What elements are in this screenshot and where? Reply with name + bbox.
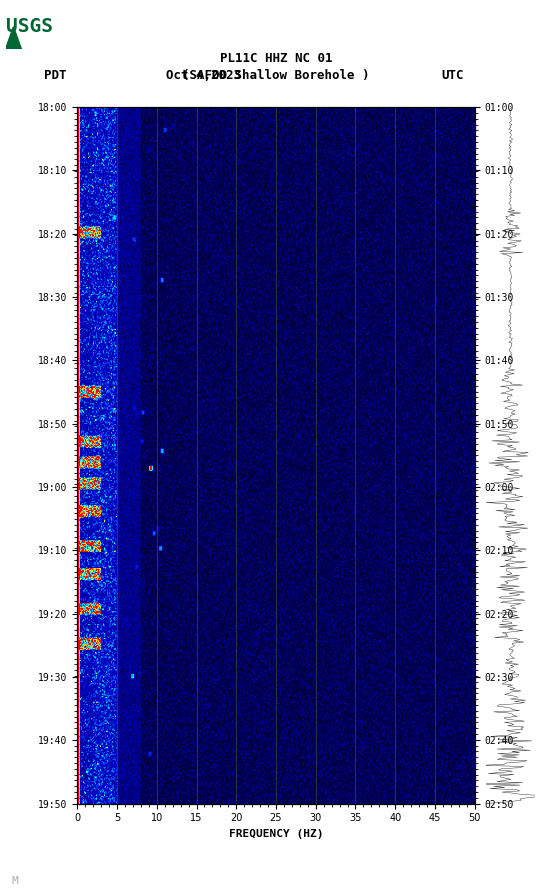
Text: UTC: UTC: [442, 70, 464, 82]
Polygon shape: [6, 27, 22, 49]
Text: (SAFOD Shallow Borehole ): (SAFOD Shallow Borehole ): [182, 70, 370, 82]
Text: PL11C HHZ NC 01: PL11C HHZ NC 01: [220, 52, 332, 64]
Text: PDT: PDT: [44, 70, 67, 82]
Text: USGS: USGS: [6, 17, 52, 37]
Text: Oct 4,2023: Oct 4,2023: [166, 70, 241, 82]
X-axis label: FREQUENCY (HZ): FREQUENCY (HZ): [229, 829, 323, 839]
Text: M: M: [11, 876, 18, 886]
